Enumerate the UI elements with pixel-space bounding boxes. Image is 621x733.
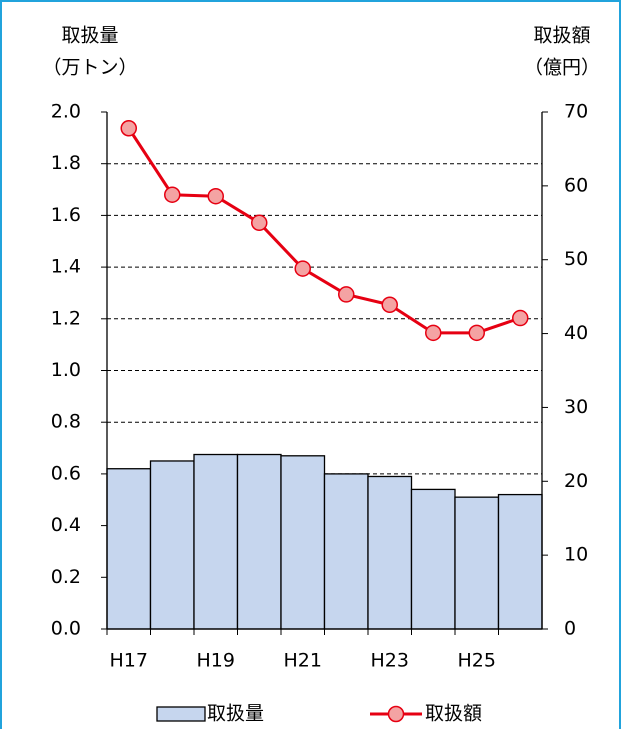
y2-tick-label: 40: [564, 322, 588, 344]
bar: [149, 460, 195, 630]
legend-label: 取扱額: [425, 703, 482, 725]
y-tick-label: 2.0: [51, 101, 81, 123]
legend-swatch: [156, 706, 206, 722]
y-tick-label: 1.0: [51, 359, 81, 381]
legend-marker: [387, 705, 405, 723]
marker: [338, 286, 355, 303]
x-tick-label: H21: [284, 650, 322, 672]
y-tick-label: 0.6: [51, 462, 81, 484]
y2-axis-label: （億円）: [524, 57, 600, 79]
y-tick-label: 0.0: [51, 618, 81, 640]
bar: [323, 473, 369, 630]
marker: [164, 186, 181, 203]
y-tick-label: 1.4: [51, 256, 81, 278]
line: [127, 127, 521, 335]
y2-tick-label: 60: [564, 174, 588, 196]
y2-tick-label: 20: [564, 470, 588, 492]
y-tick-label: 1.6: [51, 204, 81, 226]
y2-tick-label: 30: [564, 396, 588, 418]
bar: [193, 453, 239, 630]
y-tick-label: 0.2: [51, 566, 81, 588]
marker: [425, 324, 442, 342]
y-tick-label: 1.2: [51, 307, 81, 329]
marker: [294, 260, 311, 277]
y2-tick-label: 0: [564, 618, 576, 640]
y2-tick-label: 10: [564, 544, 588, 566]
y-tick-label: 0.8: [51, 411, 81, 433]
marker: [120, 119, 137, 137]
y-axis-label: 取扱量: [61, 25, 118, 47]
y-tick-label: 0.4: [51, 514, 81, 536]
y2-tick-label: 70: [564, 101, 588, 123]
marker: [468, 324, 485, 342]
x-tick-label: H19: [197, 650, 235, 672]
bar: [280, 455, 326, 630]
bar: [497, 493, 543, 630]
bar: [454, 496, 500, 630]
marker: [512, 309, 529, 327]
y2-axis-label: 取扱額: [533, 25, 590, 47]
marker: [207, 187, 224, 205]
y-axis-label: （万トン）: [42, 57, 137, 79]
x-tick-label: H23: [371, 650, 409, 672]
x-tick-label: H25: [458, 650, 496, 672]
bar: [367, 475, 413, 630]
y2-tick-label: 50: [564, 248, 588, 270]
bar: [236, 453, 282, 630]
bar: [106, 468, 152, 630]
marker: [381, 296, 398, 314]
legend-label: 取扱量: [207, 703, 264, 725]
y-tick-label: 1.8: [51, 152, 81, 174]
bar: [410, 488, 456, 630]
marker: [251, 214, 268, 232]
x-tick-label: H17: [110, 650, 148, 672]
